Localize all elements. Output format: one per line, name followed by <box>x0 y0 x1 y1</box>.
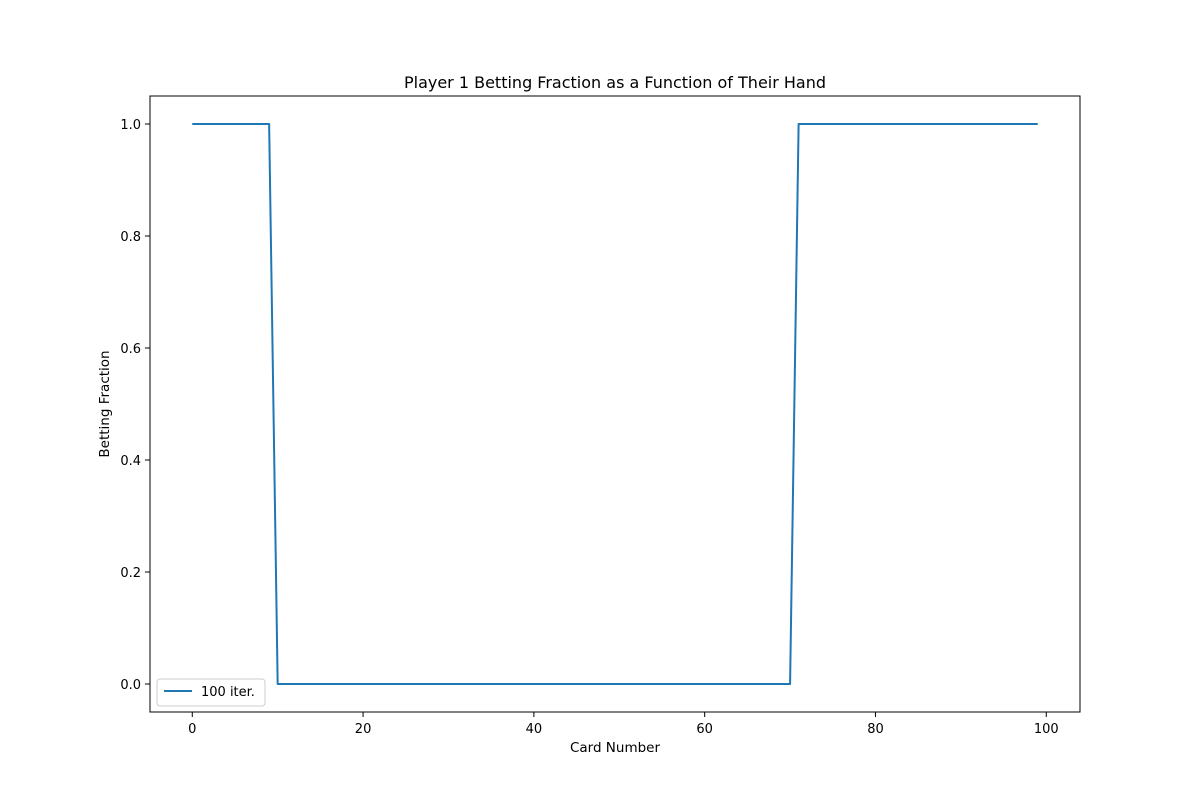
y-tick-label: 0.6 <box>120 342 141 357</box>
y-tick-label: 1.0 <box>120 118 141 133</box>
chart-title: Player 1 Betting Fraction as a Function … <box>404 73 826 92</box>
legend-box <box>156 678 266 707</box>
x-tick-label: 60 <box>696 722 713 737</box>
x-tick-label: 40 <box>526 722 543 737</box>
series-line-0 <box>192 123 1038 685</box>
legend-label: 100 iter. <box>201 685 255 700</box>
y-tick-label: 0.0 <box>120 678 141 693</box>
y-tick-label: 0.8 <box>120 230 141 245</box>
y-axis-label: Betting Fraction <box>97 350 113 457</box>
y-tick-label: 0.2 <box>120 566 141 581</box>
x-axis-label: Card Number <box>570 740 661 756</box>
y-tick-label: 0.4 <box>120 454 141 469</box>
x-axis: 0 20 40 60 80 100 <box>188 712 1059 737</box>
plot-area <box>149 95 1081 713</box>
series-layer <box>192 123 1038 685</box>
y-axis: 0.0 0.2 0.4 0.6 0.8 1.0 <box>120 118 150 693</box>
x-tick-label: 20 <box>355 722 372 737</box>
x-tick-label: 80 <box>867 722 884 737</box>
legend: 100 iter. <box>156 678 266 707</box>
axes-frame <box>149 95 1081 713</box>
x-tick-label: 0 <box>188 722 196 737</box>
x-tick-label: 100 <box>1034 722 1059 737</box>
